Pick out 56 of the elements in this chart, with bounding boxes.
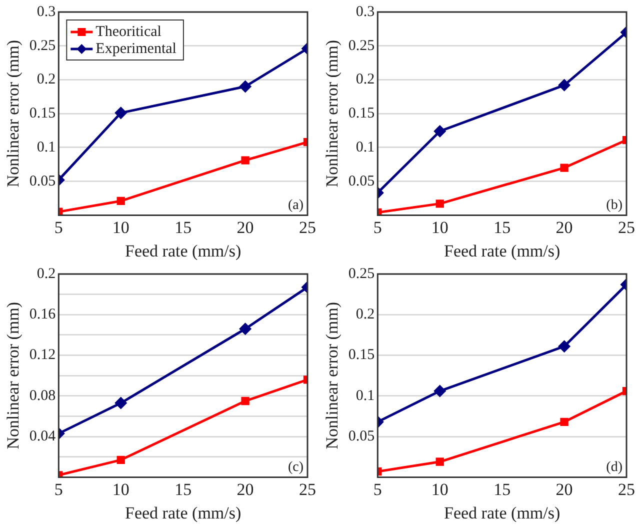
x-axis-title: Feed rate (mm/s): [125, 241, 242, 260]
x-tick-label: 10: [112, 480, 130, 499]
annotation: (d): [606, 460, 623, 475]
y-tick-label: 0.15: [348, 347, 375, 364]
x-axis-title: Feed rate (mm/s): [125, 503, 242, 522]
x-tick-label: 20: [236, 480, 254, 499]
x-tick-label: 20: [556, 218, 573, 237]
legend-label: Theoritical: [96, 24, 162, 40]
y-tick-label: 0.04: [29, 428, 56, 444]
x-tick-label: 15: [174, 480, 192, 499]
y-tick-label: 0.25: [29, 38, 56, 54]
x-tick-label: 20: [556, 480, 573, 499]
y-tick-label: 0.15: [348, 106, 375, 122]
y-axis-title: Nonlinear error (mm): [322, 302, 342, 450]
y-tick-label: 0.1: [356, 139, 375, 156]
y-tick-label: 0.3: [36, 4, 56, 20]
x-tick-label: 5: [373, 218, 382, 237]
x-tick-label: 25: [299, 480, 316, 499]
x-axis-title: Feed rate (mm/s): [444, 503, 560, 522]
x-tick-label: 15: [494, 218, 511, 237]
y-tick-label: 0.2: [36, 266, 56, 282]
x-tick-label: 5: [373, 480, 382, 499]
y-axis-title: Nonlinear error (mm): [322, 40, 342, 188]
x-tick-label: 5: [54, 218, 63, 237]
x-tick-label: 25: [618, 218, 635, 237]
x-tick-label: 10: [112, 218, 130, 237]
y-tick-label: 0.25: [348, 38, 375, 54]
y-axis-title: Nonlinear error (mm): [4, 40, 23, 188]
x-tick-label: 25: [299, 218, 316, 237]
x-tick-label: 10: [431, 218, 448, 237]
y-tick-label: 0.2: [356, 306, 375, 323]
y-tick-label: 0.3: [356, 4, 375, 20]
annotation: (a): [288, 198, 304, 213]
y-tick-label: 0.12: [29, 347, 56, 364]
y-axis-title: Nonlinear error (mm): [4, 302, 23, 450]
y-tick-label: 0.16: [29, 306, 56, 323]
y-tick-label: 0.25: [348, 266, 375, 282]
y-tick-label: 0.15: [29, 106, 56, 122]
x-tick-label: 10: [431, 480, 448, 499]
y-tick-label: 0.05: [348, 428, 375, 444]
y-tick-label: 0.05: [348, 173, 375, 190]
y-tick-label: 0.2: [356, 72, 375, 88]
x-tick-label: 20: [236, 218, 254, 237]
x-axis-title: Feed rate (mm/s): [444, 241, 560, 260]
y-tick-label: 0.1: [356, 388, 375, 404]
annotation: (c): [288, 460, 304, 475]
y-tick-label: 0.05: [29, 173, 56, 190]
legend-label: Experimental: [96, 40, 176, 57]
y-tick-label: 0.1: [36, 139, 56, 156]
x-tick-label: 15: [494, 480, 511, 499]
annotation: (b): [606, 198, 623, 213]
x-tick-label: 15: [174, 218, 192, 237]
x-tick-label: 5: [54, 480, 63, 499]
x-tick-label: 25: [618, 480, 635, 499]
y-tick-label: 0.2: [36, 72, 56, 88]
y-tick-label: 0.08: [29, 388, 56, 404]
